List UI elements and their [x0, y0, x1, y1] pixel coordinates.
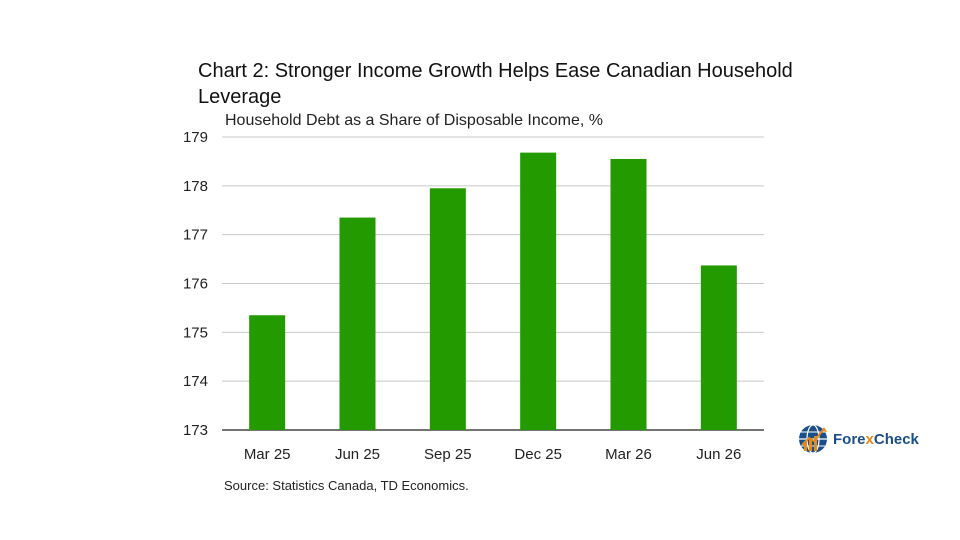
bar	[339, 217, 376, 430]
x-tick-label: Dec 25	[514, 446, 562, 463]
y-tick-label: 179	[183, 129, 208, 146]
source-note: Source: Statistics Canada, TD Economics.	[224, 478, 469, 493]
forexcheck-logo: ForexCheck	[797, 422, 927, 456]
x-tick-label: Jun 26	[696, 446, 741, 463]
x-tick-label: Mar 26	[605, 446, 652, 463]
logo-wordmark: ForexCheck	[833, 430, 919, 448]
x-tick-label: Sep 25	[424, 446, 472, 463]
x-tick-label: Mar 25	[244, 446, 291, 463]
y-tick-label: 176	[183, 276, 208, 293]
y-tick-label: 174	[183, 373, 208, 390]
y-tick-label: 173	[183, 422, 208, 439]
y-tick-label: 177	[183, 227, 208, 244]
bar	[700, 265, 737, 430]
bar	[249, 315, 286, 430]
x-tick-label: Jun 25	[335, 446, 380, 463]
y-tick-label: 178	[183, 178, 208, 195]
bar	[610, 158, 647, 430]
y-tick-label: 175	[183, 324, 208, 341]
globe-chart-icon	[799, 424, 827, 454]
chart-subtitle: Household Debt as a Share of Disposable …	[225, 112, 603, 129]
chart-title: Chart 2: Stronger Income Growth Helps Ea…	[198, 60, 793, 108]
bar	[520, 152, 557, 431]
bar	[429, 188, 466, 430]
